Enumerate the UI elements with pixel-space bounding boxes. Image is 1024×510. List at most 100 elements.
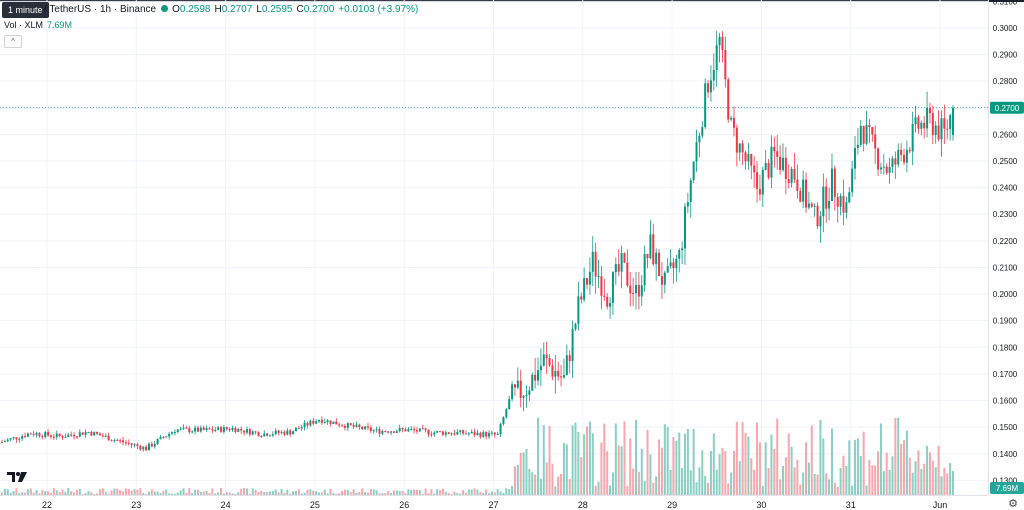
candle-body xyxy=(263,433,266,437)
volume-bar xyxy=(237,492,240,495)
volume-bar xyxy=(574,422,577,495)
candle-body xyxy=(127,442,130,444)
volume-bar xyxy=(779,479,782,495)
volume-bar xyxy=(372,489,375,495)
candle-body xyxy=(18,438,21,440)
gear-icon[interactable]: ⚙ xyxy=(1008,498,1018,510)
tradingview-logo-icon[interactable] xyxy=(6,470,28,484)
candle-body xyxy=(9,438,12,440)
candle-body xyxy=(709,80,712,93)
volume-bar xyxy=(329,488,332,495)
volume-bar xyxy=(488,493,491,495)
candle-body xyxy=(695,142,698,162)
change-value: +0.0103 (+3.97%) xyxy=(338,4,419,15)
candle-body xyxy=(920,122,923,129)
volume-bar xyxy=(701,450,704,495)
volume-bar xyxy=(147,491,150,495)
volume-bar xyxy=(897,417,900,495)
volume-bar xyxy=(142,492,145,495)
candle-body xyxy=(882,166,885,168)
candle-body xyxy=(467,433,470,435)
candle-body xyxy=(666,266,669,273)
volume-legend[interactable]: Vol · XLM 7.69M xyxy=(4,20,72,30)
volume-bar xyxy=(162,490,165,495)
volume-bar xyxy=(787,433,790,495)
candle-body xyxy=(433,432,436,435)
candle-body xyxy=(257,432,260,437)
volume-bar xyxy=(323,489,326,495)
time-axis[interactable]: 22 23 24 25 26 27 28 29 30 31 Jun xyxy=(42,500,947,510)
candle-body xyxy=(773,146,776,152)
candle-body xyxy=(67,434,70,437)
symbol-title[interactable]: / TetherUS · 1h · Binance xyxy=(44,4,157,15)
volume-bar xyxy=(84,493,87,495)
volume-bar xyxy=(516,464,519,495)
collapse-legend-button[interactable]: ^ xyxy=(4,35,22,48)
volume-bar xyxy=(505,488,508,495)
candle-body xyxy=(369,427,372,431)
candle-body xyxy=(436,431,439,433)
time-tick-label: Jun xyxy=(933,500,948,510)
volume-bar xyxy=(228,492,231,495)
candle-body xyxy=(205,428,208,431)
candle-body xyxy=(73,434,76,437)
candle-body xyxy=(813,205,816,207)
candle-body xyxy=(730,117,733,120)
volume-bar xyxy=(560,473,563,495)
volume-bar xyxy=(473,488,476,495)
candle-body xyxy=(251,431,254,435)
candle-body xyxy=(415,430,418,432)
candle-body xyxy=(81,432,84,435)
volume-bar xyxy=(119,489,122,495)
volume-bar xyxy=(810,425,813,495)
time-tick-label: 27 xyxy=(488,500,498,510)
price-tick-label: 0.2500 xyxy=(993,157,1018,166)
candle-body xyxy=(358,424,361,427)
volume-bar xyxy=(294,491,297,495)
volume-bar xyxy=(444,491,447,495)
candle-body xyxy=(387,431,390,433)
candle-body xyxy=(179,428,182,430)
volume-bar xyxy=(565,444,568,495)
volume-bar xyxy=(73,492,76,495)
volume-bar xyxy=(64,491,67,495)
volume-bar xyxy=(879,423,882,495)
candle-body xyxy=(508,399,511,410)
candle-body xyxy=(421,428,424,430)
candle-body xyxy=(862,125,865,144)
volume-bar xyxy=(614,423,617,495)
symbol-legend[interactable]: / TetherUS · 1h · Binance O0.2598 H0.2707 L… xyxy=(44,4,422,15)
volume-bar xyxy=(245,488,248,495)
candle-body xyxy=(15,437,18,440)
candle-body xyxy=(649,234,652,259)
candle-body xyxy=(335,421,338,425)
candle-body xyxy=(52,436,55,438)
volume-bar xyxy=(116,488,119,495)
candle-body xyxy=(672,262,675,269)
price-axis[interactable]: 0.1300 0.1400 0.1500 0.1600 0.1700 0.1800 0.19… xyxy=(993,0,1018,485)
candle-body xyxy=(537,370,540,381)
candle-body xyxy=(724,50,727,80)
open-value: 0.2598 xyxy=(179,4,211,15)
volume-bar xyxy=(421,493,424,495)
candle-body xyxy=(473,431,476,436)
candle-body xyxy=(574,323,577,330)
volume-bar xyxy=(156,491,159,495)
volume-bar xyxy=(456,493,459,495)
candle-body xyxy=(430,434,433,436)
candle-body xyxy=(934,125,937,136)
volume-bar xyxy=(940,476,943,495)
volume-bar xyxy=(101,488,104,495)
volume-bar xyxy=(335,493,338,495)
volume-bar xyxy=(427,493,430,495)
price-tick-label: 0.2900 xyxy=(993,51,1018,60)
volume-bar xyxy=(196,489,199,495)
candle-body xyxy=(289,430,292,435)
candle-body xyxy=(110,440,113,442)
volume-bar xyxy=(761,485,764,495)
volume-bar xyxy=(3,488,6,495)
candle-body xyxy=(323,422,326,424)
candle-body xyxy=(29,433,32,435)
candle-body xyxy=(611,272,614,304)
